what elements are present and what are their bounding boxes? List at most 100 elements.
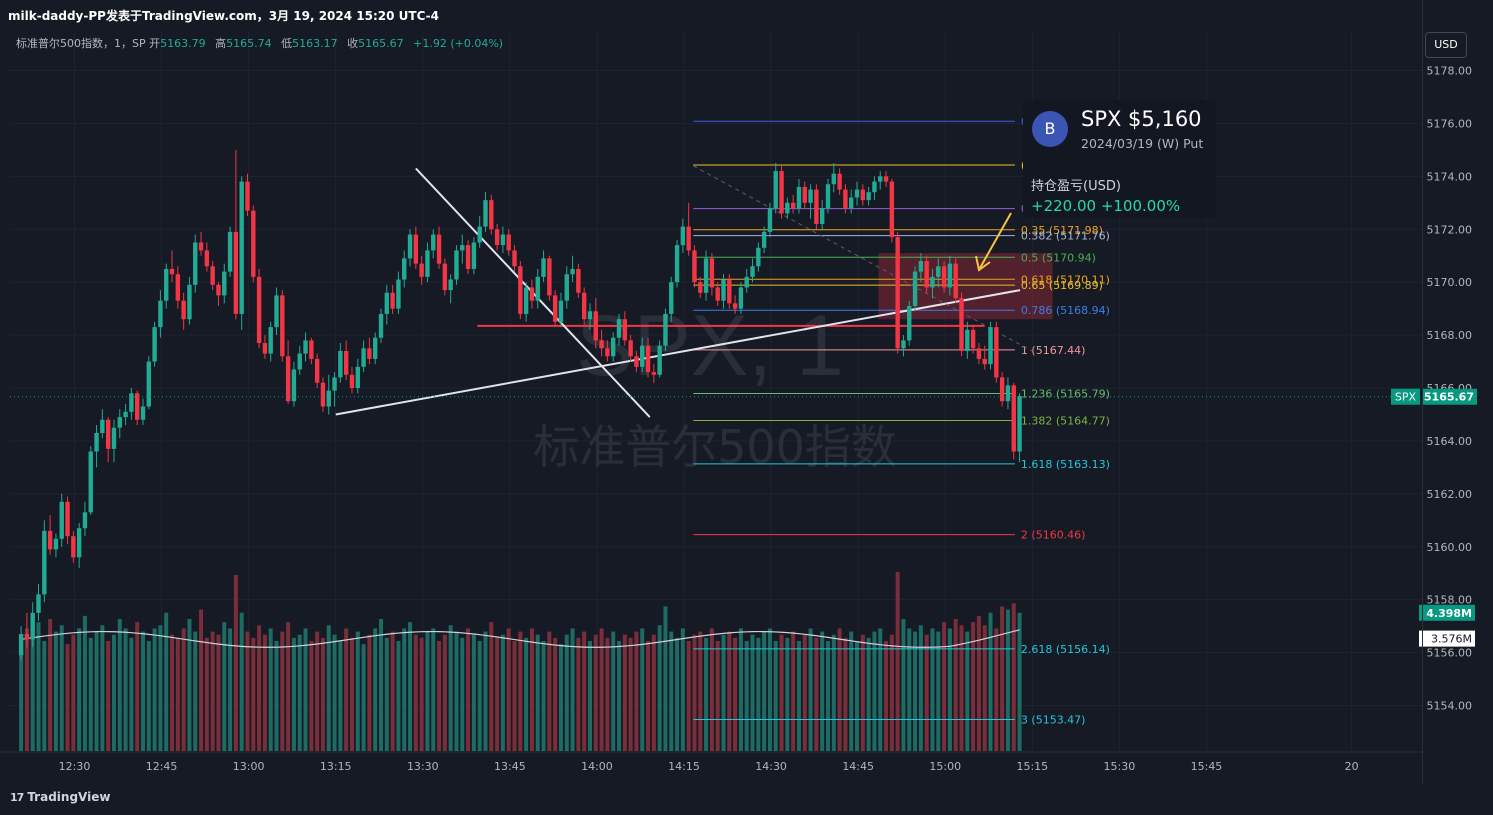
candle [901, 335, 906, 357]
volume-bar [425, 631, 430, 751]
candle-body [640, 345, 645, 367]
volume-bar [111, 634, 116, 751]
volume-bar [849, 631, 854, 751]
position-badge: B [1032, 111, 1068, 147]
candle [698, 276, 703, 299]
volume-bar [709, 628, 714, 751]
candle [465, 239, 471, 275]
fib-level-label: 0.382 (5171.76) [1021, 230, 1110, 243]
candle-body [651, 372, 657, 375]
candle [686, 202, 691, 256]
candle-body [268, 327, 273, 354]
candle [518, 261, 523, 320]
volume-bar [53, 631, 58, 751]
volume-bar [326, 625, 331, 751]
price-tick-label: 5160.00 [1427, 541, 1473, 554]
volume-bars [19, 571, 1022, 751]
volume-bar [135, 622, 140, 751]
candle-body [18, 634, 24, 656]
candle-body [512, 250, 517, 267]
volume-bar [744, 641, 749, 751]
candle [53, 533, 59, 558]
time-tick-label: 14:15 [668, 760, 700, 773]
candle-body [291, 369, 297, 402]
position-card[interactable]: B SPX $5,160 2024/03/19 (W) Put 持仓盈亏(USD… [1023, 100, 1216, 218]
candle [640, 337, 645, 373]
currency-button[interactable]: USD [1425, 32, 1467, 58]
position-subtitle: 2024/03/19 (W) Put [1081, 136, 1204, 151]
candle-body [831, 173, 836, 185]
volume-bar [617, 641, 622, 751]
candle [680, 218, 686, 254]
candle-body [628, 340, 633, 357]
price-tick-label: 5156.00 [1427, 647, 1473, 660]
candle-body [872, 181, 877, 193]
candle [1005, 377, 1011, 410]
volume-bar [460, 637, 465, 751]
candle-body [709, 258, 715, 288]
candle-body [837, 173, 842, 190]
axis-separator [1422, 0, 1423, 785]
price-axis[interactable]: 5154.00 5156.00 5158.00 5160.00 5162.00 5164.… [1391, 65, 1477, 713]
pnl-value: +220.00 +100.00% [1031, 197, 1181, 215]
candle [384, 284, 390, 325]
volume-bar [547, 631, 552, 751]
candle-body [285, 356, 291, 402]
candle [256, 268, 262, 349]
volume-bar [233, 575, 238, 751]
candle [460, 234, 465, 264]
candle-body [425, 250, 430, 277]
volume-bar [94, 631, 99, 751]
candle-body [320, 382, 326, 407]
candle [889, 178, 895, 243]
candle [500, 226, 506, 254]
candle [36, 583, 41, 621]
volume-bar [199, 609, 204, 751]
candle-body [210, 266, 215, 285]
candle-body [489, 200, 494, 230]
candle-body [605, 348, 610, 357]
candle [924, 255, 929, 293]
price-tick-label: 5168.00 [1427, 329, 1473, 342]
volume-bar [634, 631, 639, 751]
price-tick-label: 5178.00 [1427, 65, 1473, 78]
candle-body [767, 208, 773, 232]
volume-bar [860, 634, 865, 751]
candle [849, 189, 854, 214]
candle-body [367, 348, 372, 359]
volume-bar [402, 628, 407, 751]
legend-symbol[interactable]: 标准普尔500指数，1，SP [16, 37, 146, 50]
candle [204, 242, 210, 272]
candle [750, 258, 755, 283]
candle [198, 231, 204, 256]
candle-body [384, 292, 390, 314]
candle-body [529, 287, 535, 301]
volume-bar [500, 634, 505, 751]
volume-bar [59, 625, 64, 751]
candle [941, 261, 947, 293]
volume-bar [918, 625, 923, 751]
fib-level-label: 2.618 (5156.14) [1021, 643, 1110, 656]
candle-body [419, 263, 424, 277]
legend-open-label: 开 [149, 37, 161, 50]
candle-body [1011, 385, 1016, 452]
tradingview-logo[interactable]: 17 TradingView [10, 790, 110, 804]
candle-body [239, 181, 244, 314]
volume-bar [837, 628, 842, 751]
candle [436, 226, 442, 269]
candle-body [24, 634, 30, 640]
candle-body [105, 419, 111, 449]
volume-bar [651, 634, 656, 751]
candle [361, 340, 366, 373]
candle [100, 409, 105, 439]
volume-bar [680, 628, 685, 751]
candle [1011, 382, 1016, 460]
volume-bar [791, 631, 796, 751]
candle [407, 229, 413, 267]
time-axis[interactable]: 12:30 12:45 13:00 13:15 13:30 13:45 14:00 14:15… [0, 751, 1422, 773]
candle [645, 337, 651, 378]
candle [669, 276, 674, 322]
volume-bar [373, 628, 378, 751]
volume-bar [843, 637, 848, 751]
